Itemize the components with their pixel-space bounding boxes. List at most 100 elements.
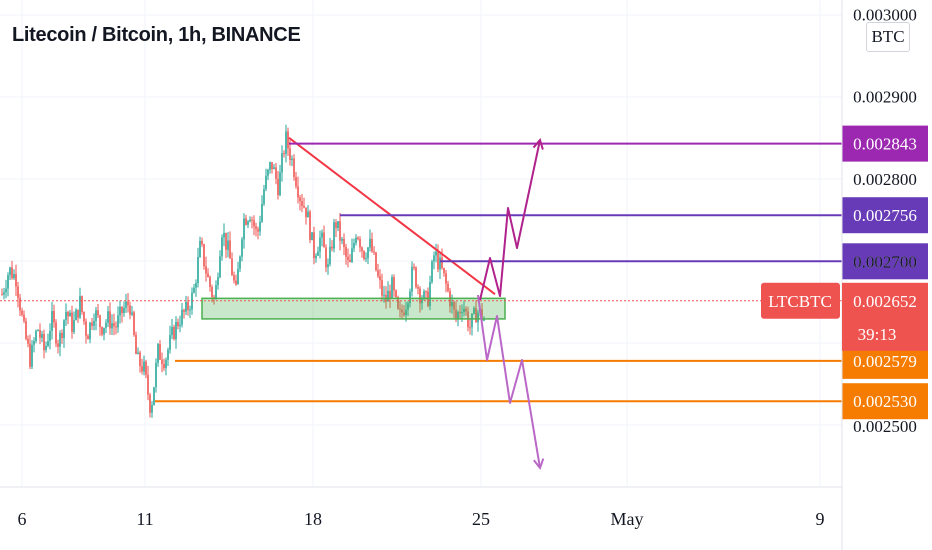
candle-body bbox=[111, 323, 113, 329]
candle-body bbox=[79, 296, 81, 318]
candle-body bbox=[277, 178, 279, 196]
candle-body bbox=[483, 319, 485, 321]
candle-body bbox=[297, 186, 299, 198]
candle-body bbox=[45, 345, 47, 351]
bullish-projection-arrow bbox=[479, 139, 541, 301]
candle-body bbox=[339, 221, 341, 241]
candle-body bbox=[375, 252, 377, 271]
candle-body bbox=[157, 343, 159, 363]
candle-body bbox=[269, 162, 271, 170]
candle-body bbox=[73, 320, 75, 332]
currency-scale-button[interactable]: BTC bbox=[866, 22, 910, 52]
chart-title: Litecoin / Bitcoin, 1h, BINANCE bbox=[12, 24, 301, 46]
candle-body bbox=[163, 363, 165, 369]
candle-body bbox=[259, 221, 261, 232]
bearish-projection-arrow bbox=[477, 294, 541, 469]
candle-body bbox=[43, 334, 45, 351]
candle-body bbox=[21, 310, 23, 315]
candle-body bbox=[3, 292, 5, 295]
candle-body bbox=[279, 172, 281, 196]
candle-body bbox=[33, 341, 35, 345]
candle-body bbox=[197, 257, 199, 284]
candle-body bbox=[39, 330, 41, 338]
x-tick-label: 6 bbox=[18, 509, 27, 529]
candle-body bbox=[379, 276, 381, 281]
candle-body bbox=[81, 296, 83, 312]
candle-body bbox=[319, 237, 321, 252]
candle-body bbox=[71, 312, 73, 332]
candle-body bbox=[19, 297, 21, 311]
candle-body bbox=[149, 394, 151, 413]
x-tick-label: 18 bbox=[304, 509, 322, 529]
candle-body bbox=[169, 335, 171, 350]
resistance-1-price-tag-label: 0.002843 bbox=[853, 135, 917, 154]
bearish-projection-arrow-head bbox=[533, 458, 545, 471]
candle-body bbox=[457, 312, 459, 318]
candle-body bbox=[439, 257, 441, 270]
candle-body bbox=[363, 251, 365, 259]
x-tick-label: 11 bbox=[136, 509, 153, 529]
candle-body bbox=[153, 387, 155, 406]
candle-body bbox=[405, 309, 407, 316]
candle-body bbox=[481, 309, 483, 321]
candle-body bbox=[195, 283, 197, 288]
candle-body bbox=[113, 323, 115, 327]
candle-body bbox=[89, 322, 91, 340]
resistance-3-price-tag bbox=[842, 243, 928, 280]
candle-body bbox=[461, 312, 463, 314]
candle-body bbox=[225, 232, 227, 250]
candle-body bbox=[475, 308, 477, 323]
candle-body bbox=[127, 301, 129, 306]
candle-body bbox=[173, 326, 175, 340]
candle-body bbox=[155, 362, 157, 388]
candle-body bbox=[325, 247, 327, 268]
candle-body bbox=[85, 321, 87, 336]
candle-body bbox=[217, 277, 219, 286]
symbol-tag-label: LTCBTC bbox=[768, 292, 832, 311]
candle-body bbox=[275, 167, 277, 179]
candle-body bbox=[115, 326, 117, 328]
candle-body bbox=[161, 359, 163, 364]
candle-body bbox=[207, 273, 209, 278]
candle-body bbox=[65, 312, 67, 321]
candle-body bbox=[209, 277, 211, 287]
candle-body bbox=[7, 275, 9, 289]
candle-body bbox=[383, 294, 385, 296]
candle-body bbox=[13, 274, 15, 279]
candle-body bbox=[307, 211, 309, 218]
candle-body bbox=[193, 287, 195, 293]
support-1-price-tag-label: 0.002579 bbox=[853, 352, 917, 371]
candle-body bbox=[409, 291, 411, 304]
candle-body bbox=[337, 221, 339, 229]
candle-body bbox=[123, 307, 125, 314]
candle-body bbox=[25, 320, 27, 339]
candle-body bbox=[215, 285, 217, 299]
candle-body bbox=[145, 361, 147, 375]
candle-body bbox=[31, 344, 33, 367]
candle-body bbox=[61, 332, 63, 339]
candle-body bbox=[95, 310, 97, 321]
candle-body bbox=[181, 309, 183, 325]
candle-body bbox=[27, 338, 29, 344]
candle-body bbox=[159, 343, 161, 360]
candle-body bbox=[105, 322, 107, 328]
symbol-tag bbox=[761, 282, 840, 319]
candle-body bbox=[131, 312, 133, 315]
candle-body bbox=[59, 332, 61, 347]
candle-body bbox=[403, 312, 405, 316]
candle-body bbox=[5, 288, 7, 293]
candle-body bbox=[445, 273, 447, 284]
candle-body bbox=[201, 240, 203, 245]
drawings bbox=[0, 137, 842, 471]
candle-body bbox=[301, 201, 303, 206]
candle-body bbox=[267, 169, 269, 176]
candle-body bbox=[69, 312, 71, 317]
candle-body bbox=[257, 229, 259, 232]
candle-body bbox=[255, 226, 257, 230]
candle-body bbox=[305, 207, 307, 218]
candle-body bbox=[83, 311, 85, 322]
candle-body bbox=[353, 242, 355, 249]
candle-body bbox=[365, 258, 367, 260]
candle-body bbox=[107, 311, 109, 323]
